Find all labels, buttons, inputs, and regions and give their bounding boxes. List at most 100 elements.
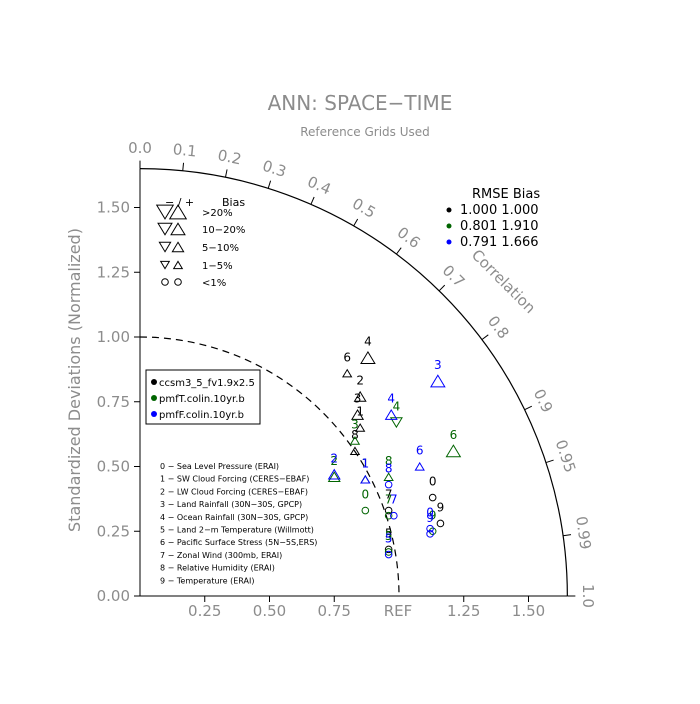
x-tick-label: 0.50: [253, 602, 286, 620]
variable-entry: 2 − LW Cloud Forcing (CERES−EBAF): [160, 487, 308, 496]
y-tick-label: 0.00: [97, 587, 130, 605]
data-label: 9: [426, 511, 434, 525]
y-axis-label: Standardized Deviations (Normalized): [65, 228, 84, 532]
y-tick-label: 0.50: [97, 458, 130, 476]
data-label: 0: [429, 475, 437, 489]
correlation-tick: [224, 169, 228, 178]
data-marker: [428, 493, 437, 502]
outer-arc: [139, 168, 568, 597]
data-label: 3: [434, 358, 442, 372]
variable-list: 0 − Sea Level Pressure (ERAI) 1 − SW Clou…: [160, 462, 317, 585]
case-legend-box: [145, 369, 261, 425]
chart-title: ANN: SPACE−TIME: [268, 91, 453, 115]
data-marker: [390, 511, 398, 520]
data-label: 2: [356, 374, 364, 388]
variable-entry: 0 − Sea Level Pressure (ERAI): [160, 462, 279, 471]
bias-legend-label: 10−20%: [202, 225, 245, 236]
data-marker: [341, 368, 353, 378]
data-marker: [384, 511, 393, 520]
bias-legend-title: Bias: [222, 196, 245, 209]
bias-legend-rows: >20% 10−20% 5−10% 1−5% <1%: [155, 204, 245, 289]
rmse-bias-header: RMSE Bias: [472, 187, 540, 202]
data-label: 4: [393, 399, 401, 413]
data-label: 6: [343, 350, 351, 364]
ref-label: REF: [384, 602, 413, 620]
data-marker: [384, 480, 393, 489]
variable-entry: 7 − Zonal Wind (300mb, ERAI): [160, 551, 282, 560]
data-marker: [383, 472, 394, 481]
correlation-tick: [438, 284, 446, 292]
bias-negative-icon: [155, 204, 175, 220]
rmse-color-dot: [446, 223, 452, 229]
bias-small-icon: [161, 278, 169, 286]
data-label: 2: [330, 454, 338, 468]
x-tick-label: 1.25: [447, 602, 480, 620]
variable-entry: 9 − Temperature (ERAI): [160, 576, 254, 585]
correlation-tick: [545, 459, 554, 464]
data-label: 4: [364, 335, 372, 349]
correlation-tick: [396, 247, 402, 255]
y-tick-label: 1.25: [97, 263, 130, 281]
data-label: 1: [362, 456, 370, 470]
data-marker: [384, 409, 398, 420]
correlation-tick: [563, 534, 572, 537]
correlation-tick-label: 0.6: [394, 223, 424, 252]
variable-entry: 3 − Land Rainfall (30N−30S, GPCP): [160, 500, 302, 509]
variable-entry: 1 − SW Cloud Forcing (CERES−EBAF): [160, 475, 309, 484]
correlation-tick: [481, 334, 489, 340]
case-legend: ccsm3_5_fv1.9x2.5 pmfT.colin.10yr.b pmfF.c…: [145, 369, 261, 425]
y-tick-label: 1.00: [97, 328, 130, 346]
data-marker: [351, 409, 365, 420]
data-label: 5: [385, 529, 393, 543]
data-marker: [426, 530, 434, 538]
data-label: 3: [354, 392, 362, 406]
rmse-bias-values: 0.801 1.910: [460, 219, 539, 234]
y-ticks: 0.00 0.25 0.50 0.75 1.00 1.25 1.50: [97, 199, 140, 605]
bias-legend-sign: − / +: [165, 196, 194, 209]
data-marker: [327, 471, 341, 483]
correlation-tick-label: 0.0: [128, 139, 152, 157]
data-marker: [349, 446, 361, 456]
correlation-tick: [353, 218, 359, 227]
data-marker: [384, 550, 393, 559]
data-marker: [384, 548, 393, 556]
data-label: 7: [390, 493, 398, 507]
data-marker: [360, 474, 371, 484]
rmse-bias-values: 1.000 1.000: [460, 203, 539, 218]
data-marker: [327, 468, 341, 480]
x-ticks: 0.25 0.50 0.75 1.25 1.50: [188, 596, 545, 620]
data-marker: [354, 423, 366, 432]
data-marker: [349, 436, 361, 445]
data-label: 9: [437, 500, 445, 514]
y-tick-label: 1.50: [97, 199, 130, 217]
data-label: 1: [362, 456, 370, 470]
data-marker: [360, 474, 371, 484]
chart-subtitle: Reference Grids Used: [300, 125, 430, 139]
data-marker: [361, 506, 370, 515]
correlation-tick-label: 0.4: [305, 173, 334, 199]
case-color-dot: [151, 379, 157, 385]
correlation-tick-label: 0.1: [172, 140, 198, 160]
bias-legend: − / + Bias >20% 10−20% 5−10% 1−5% <1%: [155, 196, 245, 289]
correlation-tick-label: 0.8: [484, 312, 513, 342]
data-label: 0: [426, 506, 434, 520]
bias-small-icon: [174, 278, 182, 286]
correlation-tick-label: 0.95: [552, 437, 580, 474]
data-label: 6: [416, 444, 424, 458]
bias-positive-icon: [170, 222, 186, 236]
data-marker: [436, 519, 445, 528]
correlation-tick-label: 0.9: [530, 386, 557, 415]
case-name: pmfT.colin.10yr.b: [159, 394, 245, 405]
variable-entry: 6 − Pacific Surface Stress (5N−5S,ERS): [160, 538, 317, 547]
correlation-tick-label: 0.2: [216, 146, 243, 168]
data-marker: [445, 444, 462, 458]
data-label: 1: [356, 405, 364, 419]
correlation-tick-label: 0.99: [572, 515, 595, 551]
data-marker: [414, 461, 425, 471]
bias-negative-icon: [159, 260, 171, 270]
bias-legend-label: 1−5%: [202, 261, 233, 272]
